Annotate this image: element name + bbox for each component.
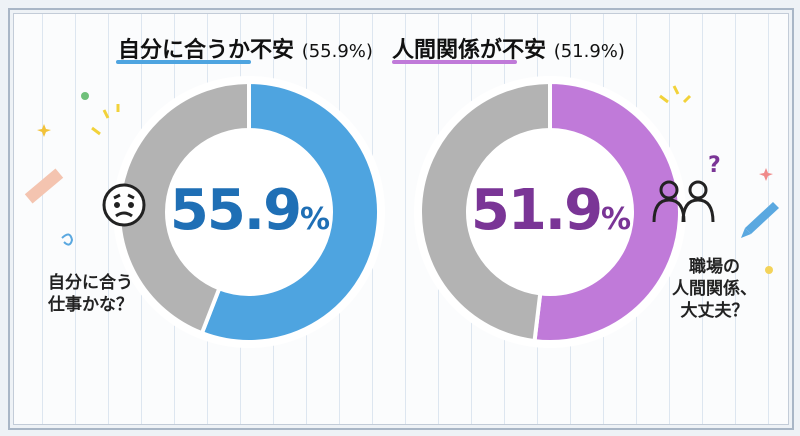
donut-slice-value: [532, 79, 682, 344]
center-value-right: 51.9%: [470, 178, 631, 243]
note-left: 自分に合う 仕事かな？: [48, 273, 133, 315]
chart-title-left: 自分に合うか不安 (55.9%): [118, 38, 373, 63]
donut-slice-remainder: [418, 79, 552, 344]
title-underline-right: [392, 60, 517, 64]
donut-slice-remainder: [117, 79, 251, 336]
chart-title-right: 人間関係が不安 (51.9%): [392, 38, 625, 63]
center-value-left: 55.9%: [169, 178, 330, 243]
donut-slice-value: [199, 79, 381, 344]
note-right: 職場の 人間関係、 大丈夫？: [672, 257, 757, 321]
title-underline-left: [116, 60, 251, 64]
